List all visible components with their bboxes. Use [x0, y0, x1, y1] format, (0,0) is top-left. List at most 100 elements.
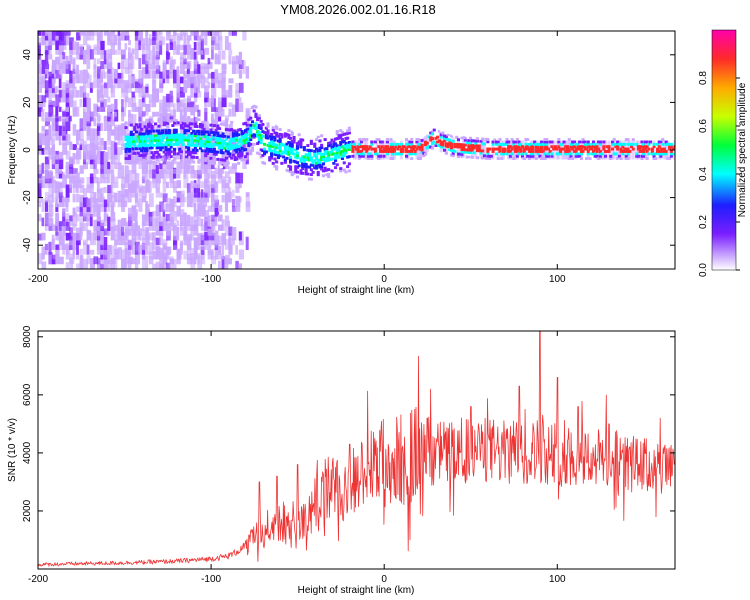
heatmap-cell	[249, 123, 253, 127]
heatmap-cell	[238, 116, 242, 120]
heatmap-cell	[422, 151, 426, 155]
spectrogram-x-label: Height of straight line (km)	[298, 285, 415, 296]
heatmap-cell	[148, 160, 152, 164]
heatmap-cell	[437, 129, 441, 133]
heatmap-cell	[159, 146, 163, 149]
heatmap-cell	[576, 147, 580, 151]
heatmap-cell	[176, 142, 180, 146]
heatmap-cell	[128, 252, 132, 260]
heatmap-cell	[605, 150, 609, 153]
heatmap-cell	[41, 34, 45, 41]
heatmap-cell	[138, 142, 142, 146]
heatmap-cell	[211, 36, 216, 46]
heatmap-cell	[223, 135, 227, 138]
heatmap-cell	[340, 154, 344, 158]
heatmap-cell	[190, 70, 195, 84]
heatmap-cell	[263, 150, 267, 153]
heatmap-cell	[145, 130, 149, 133]
heatmap-cell	[190, 139, 194, 142]
heatmap-cell	[41, 70, 46, 79]
heatmap-cell	[124, 149, 130, 160]
heatmap-cell	[339, 141, 343, 144]
heatmap-cell	[270, 151, 274, 155]
heatmap-cell	[179, 103, 185, 112]
heatmap-cell	[207, 97, 212, 108]
heatmap-cell	[93, 169, 99, 174]
heatmap-cell	[58, 226, 63, 241]
heatmap-cell	[51, 155, 57, 165]
heatmap-cell	[79, 70, 83, 84]
heatmap-cell	[155, 164, 159, 174]
heatmap-cell	[86, 244, 90, 255]
heatmap-cell	[218, 116, 222, 122]
heatmap-cell	[238, 154, 242, 158]
heatmap-cell	[221, 95, 227, 108]
heatmap-cell	[62, 197, 67, 203]
heatmap-cell	[439, 140, 443, 144]
heatmap-cell	[190, 224, 195, 231]
heatmap-cell	[415, 147, 419, 151]
heatmap-cell	[640, 154, 644, 158]
heatmap-cell	[273, 157, 277, 161]
heatmap-cell	[155, 129, 159, 133]
heatmap-cell	[65, 161, 70, 174]
heatmap-cell	[413, 152, 417, 156]
heatmap-cell	[214, 129, 218, 132]
heatmap-cell	[62, 111, 66, 117]
heatmap-cell	[159, 143, 163, 147]
heatmap-cell	[496, 140, 500, 144]
heatmap-cell	[204, 173, 210, 184]
heatmap-cell	[55, 86, 59, 93]
heatmap-cell	[363, 147, 367, 151]
heatmap-cell	[287, 141, 291, 144]
heatmap-cell	[501, 152, 505, 156]
heatmap-cell	[668, 157, 672, 160]
heatmap-cell	[354, 147, 358, 151]
heatmap-cell	[83, 31, 86, 36]
heatmap-cell	[148, 193, 154, 208]
heatmap-cell	[152, 45, 156, 60]
heatmap-cell	[124, 126, 128, 130]
heatmap-cell	[250, 106, 254, 109]
heatmap-cell	[154, 122, 158, 126]
heatmap-cell	[475, 156, 479, 160]
heatmap-cell	[169, 217, 175, 227]
heatmap-cell	[503, 147, 507, 151]
heatmap-cell	[152, 35, 158, 41]
heatmap-cell	[228, 102, 233, 108]
heatmap-cell	[626, 138, 630, 141]
heatmap-cell	[55, 249, 60, 255]
heatmap-cell	[72, 71, 77, 79]
heatmap-cell	[299, 140, 303, 144]
heatmap-cell	[436, 140, 440, 144]
heatmap-cell	[327, 153, 331, 157]
heatmap-cell	[141, 86, 146, 98]
heatmap-cell	[578, 145, 582, 149]
heatmap-cell	[408, 145, 412, 149]
heatmap-cell	[643, 145, 647, 149]
heatmap-cell	[536, 147, 540, 151]
heatmap-cell	[417, 145, 421, 149]
heatmap-cell	[275, 153, 279, 157]
heatmap-cell	[114, 162, 118, 170]
heatmap-cell	[282, 143, 286, 147]
heatmap-cell	[640, 145, 644, 149]
heatmap-cell	[86, 74, 92, 89]
heatmap-cell	[247, 141, 251, 145]
heatmap-cell	[328, 151, 332, 154]
heatmap-cell	[273, 164, 277, 168]
heatmap-cell	[450, 153, 454, 157]
heatmap-cell	[179, 227, 185, 236]
heatmap-cell	[666, 159, 670, 163]
heatmap-cell	[579, 147, 583, 151]
heatmap-cell	[159, 155, 163, 159]
heatmap-cell	[335, 137, 339, 140]
heatmap-cell	[176, 135, 180, 139]
heatmap-cell	[169, 39, 173, 46]
heatmap-cell	[268, 146, 272, 150]
heatmap-cell	[65, 243, 71, 250]
heatmap-cell	[399, 150, 403, 153]
heatmap-cell	[498, 150, 502, 153]
heatmap-cell	[259, 155, 263, 159]
heatmap-cell	[567, 150, 571, 153]
